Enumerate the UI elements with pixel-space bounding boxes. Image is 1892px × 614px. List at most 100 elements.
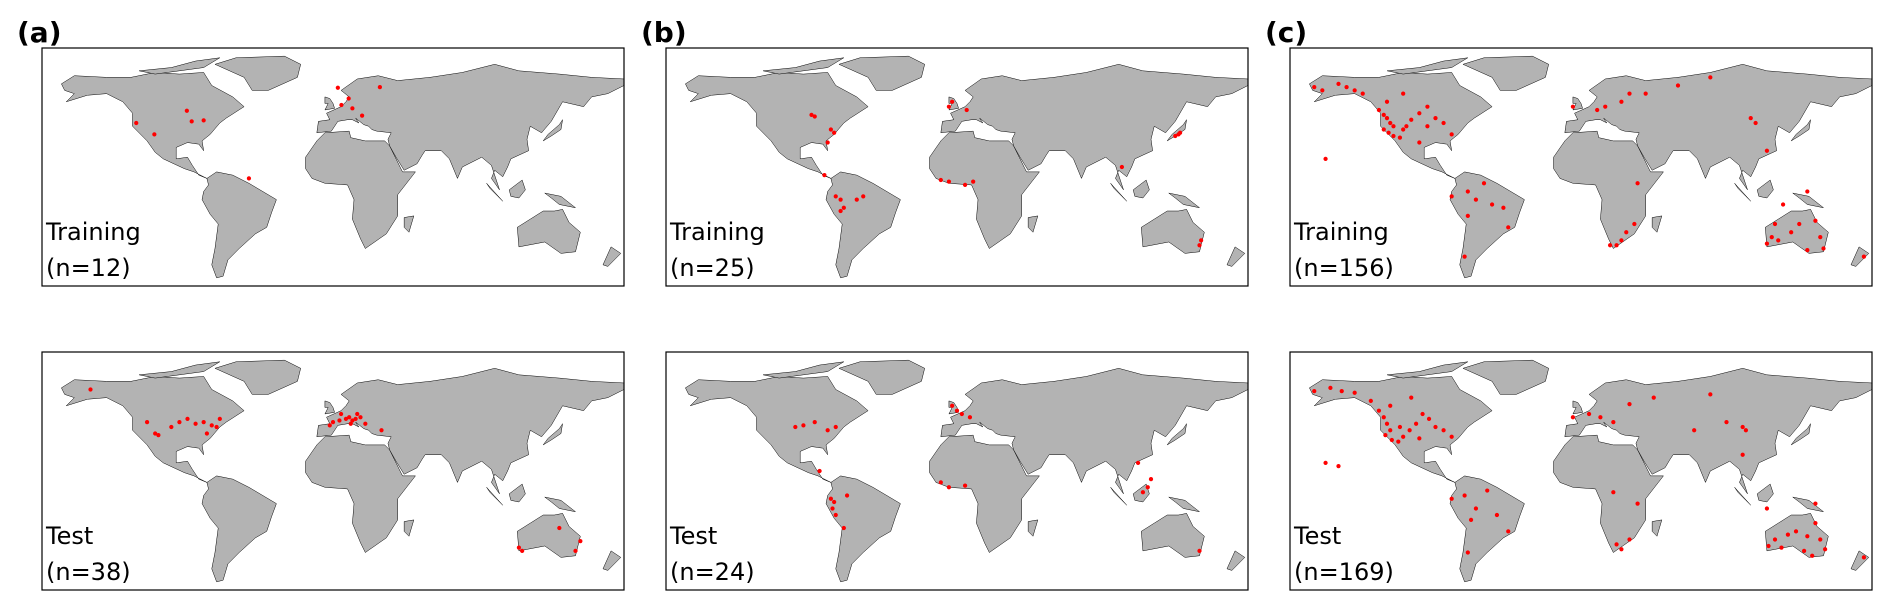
site-point [801,423,806,428]
map-title: Test [669,522,717,550]
site-point [1776,238,1781,243]
site-point [812,114,817,119]
site-point [950,403,955,408]
site-point [335,85,340,90]
site-point [1344,85,1349,90]
site-point [573,548,578,553]
site-point [1425,124,1430,129]
site-point [1611,490,1616,495]
site-point [844,493,850,498]
land [61,359,624,583]
map-frame [665,351,1249,591]
site-point [1449,132,1454,137]
site-point [1465,213,1470,219]
site-point [1708,75,1713,80]
site-point [1818,234,1823,240]
site-point [1381,415,1386,420]
site-point [1861,555,1867,560]
site-point [854,197,859,202]
site-point [1805,248,1810,253]
sample-count: (n=24) [670,558,755,586]
site-point [1417,436,1422,441]
site-point [347,415,352,420]
site-point [1397,135,1403,140]
site-point [578,538,583,544]
site-point [1433,115,1438,121]
world-map [1309,55,1872,279]
site-point [962,182,968,188]
site-point [1417,111,1422,116]
site-point [1810,553,1815,558]
site-point [330,419,336,425]
site-point [1441,428,1446,433]
site-point [1619,238,1624,243]
site-point [134,120,139,126]
site-point [184,108,189,113]
site-point [946,179,952,184]
site-point [1818,537,1823,542]
site-point [379,428,384,433]
site-point [1339,389,1344,394]
sample-count: (n=156) [1294,254,1394,282]
world-map [61,359,624,583]
site-point [1753,120,1758,126]
site-point [1197,548,1202,553]
site-point [1805,189,1810,194]
site-point [1140,490,1146,495]
site-point [1391,124,1396,129]
site-point [169,424,174,430]
site-point [1173,133,1178,139]
map-title: Test [45,522,93,550]
map-frame [1289,47,1873,287]
site-point [1135,460,1141,465]
site-point [1764,506,1770,511]
site-point [156,433,161,438]
map-panel: Training (n=156) [1289,47,1873,287]
site-point [1426,416,1432,421]
site-point [1336,463,1341,469]
site-point [1465,550,1470,555]
site-point [88,387,93,392]
site-point [1651,395,1656,400]
site-point [520,548,525,553]
site-point [1409,117,1414,122]
site-point [1407,428,1412,433]
site-point [1396,439,1401,444]
site-point [971,179,976,184]
site-point [1614,243,1619,248]
site-point [838,208,843,214]
site-point [1772,537,1778,542]
map-title: Training [1293,218,1389,246]
site-point [1764,148,1770,153]
map-title: Training [669,218,765,246]
site-point [1199,238,1204,243]
site-point [1177,130,1183,135]
site-point [1627,91,1632,96]
site-point [1813,521,1818,526]
site-point [1312,389,1317,394]
site-point [152,132,157,137]
map-panel: Test (n=169) [1289,351,1873,591]
land [1309,359,1872,583]
map-frame [41,47,625,287]
map-frame [41,351,625,591]
site-point [1789,230,1794,235]
site-point [830,506,835,511]
site-point [1632,221,1637,227]
site-point [1489,202,1495,207]
site-point [1614,542,1619,547]
map-panel: Training (n=25) [665,47,1249,287]
site-point [144,419,150,425]
site-point [214,424,219,430]
site-point [355,411,360,417]
site-point [217,416,222,421]
site-point [1724,419,1729,425]
site-point [1813,218,1818,223]
site-point [1441,120,1446,126]
site-point [1384,421,1390,426]
site-point [1328,385,1333,390]
site-point [350,418,355,423]
site-point [1381,112,1386,117]
site-point [1785,532,1791,537]
